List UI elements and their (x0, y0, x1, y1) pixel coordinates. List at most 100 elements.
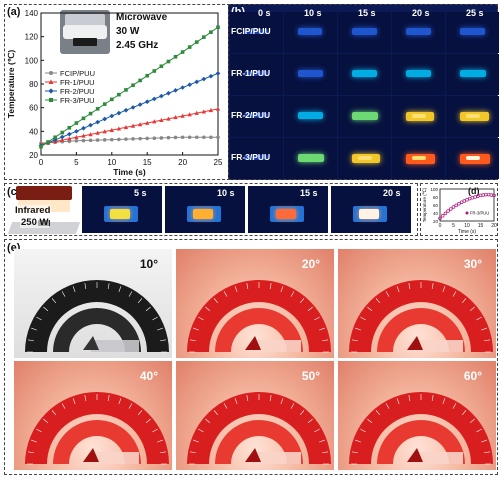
scale-tick (223, 291, 228, 297)
data-point (180, 50, 185, 54)
protractor-graphic (187, 392, 331, 465)
scale-tick (367, 418, 373, 424)
data-point (95, 130, 100, 135)
data-point (443, 211, 448, 216)
data-point (137, 122, 143, 127)
data-point (457, 202, 461, 206)
data-point (446, 209, 450, 213)
scale-tick (352, 339, 359, 342)
infrared-heating-chart: 20 40 60 80 100 0 5 10 15 20 Time (s) Temperature (… (422, 187, 497, 235)
data-point (110, 137, 114, 142)
data-point (81, 138, 86, 143)
scale-tick (61, 403, 66, 409)
data-point (180, 85, 185, 90)
scale-tick (234, 398, 238, 404)
legend-label: FR-3/PUU (470, 211, 489, 216)
folded-sample (83, 336, 99, 350)
x-axis-label: Time (s) (458, 229, 476, 235)
legend-marker (49, 71, 53, 75)
data-point (116, 110, 122, 116)
data-point (180, 113, 185, 118)
sample-strip (415, 452, 463, 464)
sample-strip (253, 452, 301, 464)
scale-tick (190, 339, 197, 342)
data-point (159, 64, 164, 69)
x-tick-label: 20 (491, 223, 497, 229)
scale-tick (307, 418, 313, 424)
data-point (152, 119, 157, 124)
hot-core (466, 156, 480, 161)
scale-tick (190, 451, 197, 454)
hot-spot (460, 28, 485, 35)
data-point (145, 136, 149, 141)
protractor-graphic (349, 392, 493, 465)
thermal-cell (230, 138, 283, 179)
y-tick-label: 60 (29, 104, 38, 113)
data-point (81, 125, 86, 131)
folded-sample (245, 448, 261, 462)
scale-tick (290, 403, 295, 409)
scale-tick (483, 451, 490, 454)
data-point (145, 73, 149, 78)
scale-tick (321, 339, 328, 342)
scale-tick (137, 410, 143, 416)
thermal-cell (230, 12, 283, 53)
scale-tick (246, 395, 249, 402)
outer-arc (349, 392, 493, 464)
scale-tick (84, 283, 87, 290)
hot-spot (298, 70, 323, 77)
data-point (187, 45, 192, 49)
scale-tick (159, 339, 166, 342)
scale-tick (137, 298, 143, 304)
data-point (215, 106, 221, 111)
scale-tick (469, 418, 475, 424)
scale-tick (234, 286, 238, 292)
protractor-photo: 30° (338, 249, 496, 358)
scale-tick (269, 395, 272, 402)
microwave-title: Microwave (116, 12, 168, 23)
data-point (173, 115, 178, 120)
hot-core (412, 114, 426, 119)
scale-tick (452, 291, 457, 297)
scale-tick (299, 298, 305, 304)
scale-tick (107, 395, 110, 402)
scale-tick (314, 316, 320, 321)
data-point (123, 107, 129, 113)
scale-tick (159, 451, 166, 454)
scale-tick (476, 316, 482, 321)
data-point (88, 138, 93, 143)
infrared-power: 250 W (20, 217, 50, 228)
scale-tick (145, 418, 151, 424)
legend-marker (49, 98, 53, 102)
microwave-heating-chart: 20 40 60 80 100 120 140 0 5 10 15 20 25 Time (s) Tempe… (6, 9, 223, 177)
outer-arc (187, 280, 331, 352)
data-point (117, 137, 121, 142)
scale-tick (128, 291, 133, 297)
scale-tick (396, 398, 400, 404)
data-point (465, 198, 469, 202)
scale-tick (28, 339, 35, 342)
data-point (208, 107, 214, 113)
panel-c-frame (4, 183, 418, 236)
data-point (202, 135, 206, 140)
hot-spot (298, 28, 323, 35)
hot-spot (244, 155, 268, 161)
data-point (131, 137, 135, 141)
data-point (208, 73, 214, 79)
scale-tick (84, 395, 87, 402)
scale-tick (469, 306, 475, 312)
scale-tick (360, 316, 366, 321)
inner-arc (53, 420, 141, 464)
legend-marker (48, 88, 54, 94)
scale-tick (431, 283, 434, 290)
scale-tick (31, 439, 37, 443)
data-point (451, 205, 456, 209)
scale-tick (280, 286, 284, 292)
data-point (74, 128, 79, 134)
angle-label: 10° (139, 257, 158, 271)
hot-core (193, 209, 213, 219)
scale-tick (481, 439, 487, 443)
scale-tick (107, 283, 110, 290)
data-point (39, 144, 43, 149)
hot-spot (460, 70, 486, 78)
